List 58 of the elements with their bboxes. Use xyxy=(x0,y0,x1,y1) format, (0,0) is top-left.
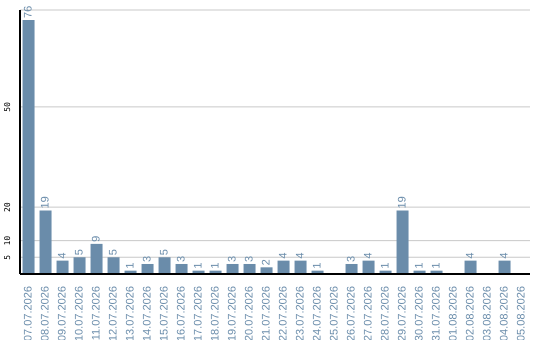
bar xyxy=(142,264,154,274)
x-tick-label: 13.07.2026 xyxy=(124,286,136,340)
x-tick-label: 12.07.2026 xyxy=(108,286,120,340)
bar xyxy=(226,264,239,274)
bar xyxy=(56,260,69,274)
data-label: 3 xyxy=(244,256,256,262)
bar xyxy=(346,264,358,274)
bar xyxy=(22,20,35,274)
x-tick-label: 19.07.2026 xyxy=(226,286,238,340)
bar xyxy=(176,264,188,274)
x-tick-label: 16.07.2026 xyxy=(176,286,188,340)
data-label: 4 xyxy=(498,252,511,259)
data-label: 1 xyxy=(192,262,205,269)
data-label: 9 xyxy=(90,236,103,242)
data-label: 3 xyxy=(176,256,188,262)
data-label: 1 xyxy=(414,262,426,269)
data-label: 1 xyxy=(380,262,392,269)
y-tick-label: 10 xyxy=(3,236,12,246)
data-label: 1 xyxy=(210,262,222,269)
data-label: 3 xyxy=(226,256,239,262)
bar xyxy=(498,260,511,274)
bar xyxy=(158,257,171,274)
x-tick-label: 10.07.2026 xyxy=(74,286,86,340)
y-tick-label: 20 xyxy=(3,202,12,212)
bar xyxy=(362,260,375,274)
x-tick-label: 18.07.2026 xyxy=(210,286,222,340)
bar xyxy=(396,210,409,274)
data-label: 4 xyxy=(56,252,69,259)
x-tick-label: 11.07.2026 xyxy=(90,286,102,340)
data-label: 4 xyxy=(278,252,290,259)
bar xyxy=(294,260,307,274)
data-label: 3 xyxy=(346,256,358,262)
x-tick-label: 14.07.2026 xyxy=(142,286,154,340)
bar xyxy=(108,257,120,274)
data-label: 4 xyxy=(362,252,375,259)
data-label: 5 xyxy=(74,249,86,256)
data-label: 4 xyxy=(294,252,307,259)
data-label: 3 xyxy=(142,256,154,262)
x-tick-label: 15.07.2026 xyxy=(158,286,170,340)
data-label: 19 xyxy=(40,196,52,209)
data-label: 2 xyxy=(260,259,273,266)
data-label: 4 xyxy=(464,252,477,259)
bar xyxy=(40,210,52,274)
x-tick-label: 17.07.2026 xyxy=(192,286,204,340)
data-label: 1 xyxy=(312,262,324,269)
y-tick-label: 5 xyxy=(3,254,12,260)
bar xyxy=(244,264,256,274)
bar xyxy=(464,260,477,274)
data-label: 1 xyxy=(430,262,443,269)
bar xyxy=(278,260,290,274)
data-label: 5 xyxy=(108,249,120,256)
y-tick-label: 50 xyxy=(3,102,12,112)
data-label: 76 xyxy=(22,6,35,18)
bar xyxy=(90,244,103,274)
data-label: 1 xyxy=(124,262,137,269)
bar xyxy=(74,257,86,274)
data-label: 19 xyxy=(396,196,409,209)
data-label: 5 xyxy=(158,249,171,256)
